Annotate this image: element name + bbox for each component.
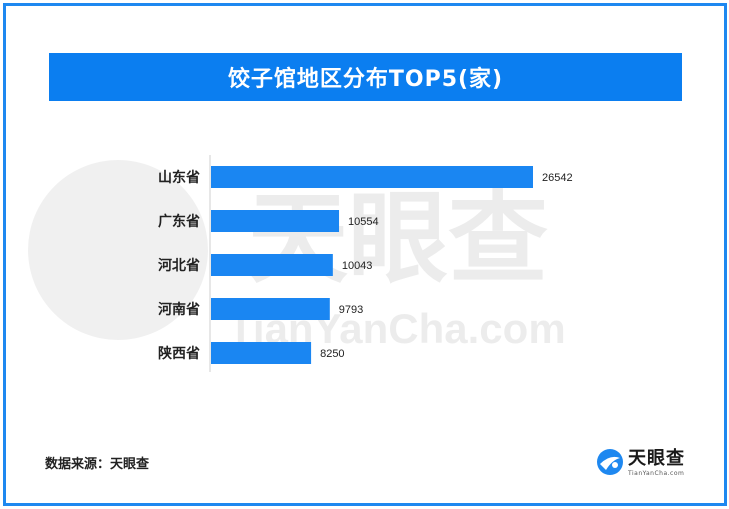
data-label: 10043 bbox=[342, 260, 373, 272]
data-label: 9793 bbox=[339, 304, 363, 316]
bar bbox=[211, 342, 312, 364]
logo-name-en: TianYanCha.com bbox=[628, 470, 685, 477]
bar bbox=[211, 166, 533, 188]
category-label: 陕西省 bbox=[158, 345, 200, 362]
tianyancha-logo-icon bbox=[597, 449, 623, 475]
data-label: 26542 bbox=[542, 172, 573, 184]
brand-logo: 天眼查 TianYanCha.com bbox=[596, 448, 696, 484]
bar bbox=[211, 298, 330, 320]
bar bbox=[211, 210, 340, 232]
category-label: 河南省 bbox=[158, 301, 200, 318]
data-label: 8250 bbox=[320, 348, 344, 360]
chart-frame bbox=[3, 3, 727, 506]
category-label: 广东省 bbox=[158, 213, 200, 230]
category-label: 河北省 bbox=[158, 257, 200, 274]
data-source-note: 数据来源：天眼查 bbox=[45, 457, 150, 472]
chart-title: 饺子馆地区分布TOP5(家) bbox=[49, 53, 682, 101]
data-label: 10554 bbox=[348, 216, 379, 228]
bar bbox=[211, 254, 333, 276]
logo-name-cn: 天眼查 bbox=[628, 448, 685, 469]
category-label: 山东省 bbox=[158, 169, 200, 186]
